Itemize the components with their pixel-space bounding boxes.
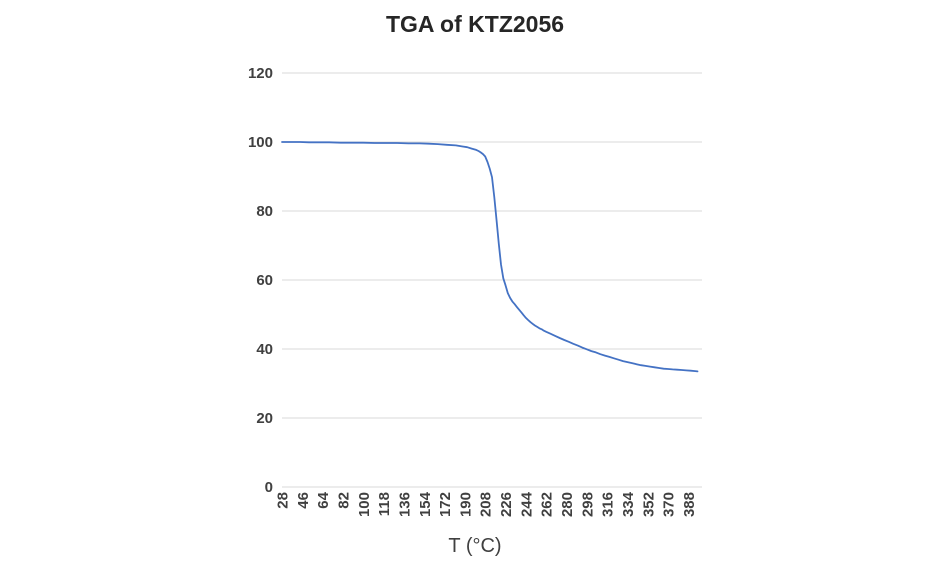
y-tick-label: 60	[256, 272, 273, 289]
x-tick-label: 172	[437, 492, 454, 517]
x-tick-label: 352	[640, 492, 657, 517]
chart-title: TGA of KTZ2056	[385, 11, 565, 37]
x-tick-label: 226	[498, 492, 515, 517]
x-tick-label: 388	[681, 492, 698, 517]
x-tick-label: 190	[457, 492, 474, 517]
x-tick-label: 334	[620, 491, 637, 517]
y-tick-label: 40	[256, 341, 273, 358]
x-tick-label: 208	[478, 492, 495, 517]
y-tick-label: 100	[248, 134, 273, 151]
series-line	[281, 141, 699, 373]
y-tick-label: 120	[248, 65, 273, 82]
x-tick-label: 118	[376, 492, 393, 516]
y-tick-label: 20	[256, 410, 273, 427]
x-tick-label: 298	[579, 492, 596, 517]
x-tick-label: 82	[336, 492, 353, 509]
x-tick-label: 262	[539, 492, 556, 517]
y-tick-label: 80	[256, 203, 273, 220]
x-tick-label: 28	[275, 492, 292, 509]
x-tick-label: 64	[315, 491, 332, 508]
x-tick-label: 370	[661, 492, 678, 517]
x-tick-label: 280	[559, 492, 576, 517]
x-tick-label: 100	[356, 492, 373, 517]
x-tick-label: 46	[295, 492, 312, 509]
x-tick-label: 154	[417, 491, 434, 517]
x-axis-title: T (°C)	[448, 535, 502, 557]
y-tick-label: 0	[265, 479, 273, 496]
x-tick-label: 244	[518, 491, 535, 517]
x-tick-label: 316	[600, 492, 617, 517]
x-tick-label: 136	[396, 492, 413, 517]
